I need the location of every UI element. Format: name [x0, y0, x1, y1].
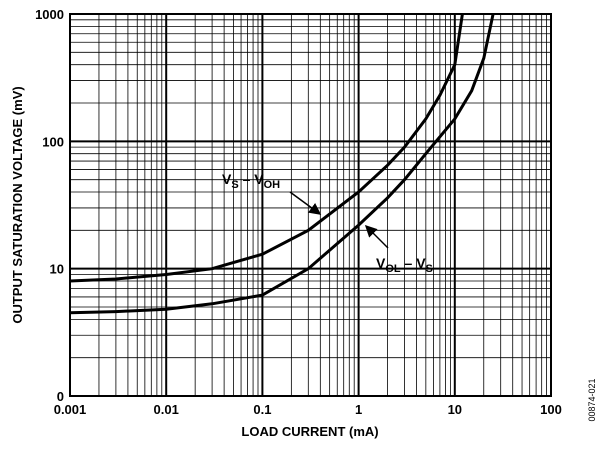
line	[69, 13, 464, 283]
annotation-text: V	[376, 255, 386, 271]
annotation-text: V	[222, 171, 232, 187]
annotation: VOL – VS	[376, 255, 433, 275]
subscript: S	[231, 179, 238, 191]
y-axis-label: OUTPUT SATURATION VOLTAGE (mV)	[10, 86, 25, 323]
y-tick-label: 10	[50, 262, 64, 277]
line	[69, 13, 495, 315]
subscript: OL	[385, 263, 401, 275]
annotation-text: – V	[401, 255, 427, 271]
x-tick-label: 0.01	[154, 402, 179, 417]
subscript: S	[426, 263, 433, 275]
y-tick-label: 1000	[35, 7, 64, 22]
x-axis-label: LOAD CURRENT (mA)	[241, 424, 378, 439]
x-tick-label: 1	[355, 402, 362, 417]
x-tick-label: 0.1	[253, 402, 271, 417]
y-tick-label: 0	[57, 389, 64, 404]
figure-id: 00874-021	[587, 378, 597, 421]
x-tick-label: 10	[448, 402, 462, 417]
annotation: VS – VOH	[222, 171, 280, 191]
subscript: OH	[264, 179, 281, 191]
plot-frame	[69, 13, 552, 397]
arrow	[289, 191, 322, 215]
arrow	[364, 224, 389, 249]
y-tick-label: 100	[42, 134, 64, 149]
annotation-text: – V	[239, 171, 265, 187]
x-tick-label: 100	[540, 402, 562, 417]
x-tick-label: 0.001	[54, 402, 87, 417]
